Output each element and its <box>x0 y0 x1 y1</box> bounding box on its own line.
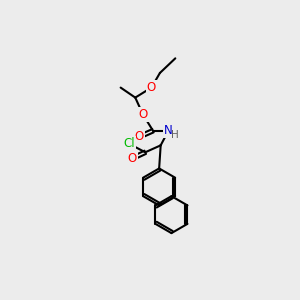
Text: O: O <box>134 130 144 143</box>
Text: Cl: Cl <box>123 137 135 150</box>
Text: O: O <box>128 152 137 165</box>
Text: H: H <box>171 130 179 140</box>
Text: O: O <box>147 81 156 94</box>
Text: N: N <box>164 124 173 137</box>
Text: O: O <box>138 108 148 121</box>
